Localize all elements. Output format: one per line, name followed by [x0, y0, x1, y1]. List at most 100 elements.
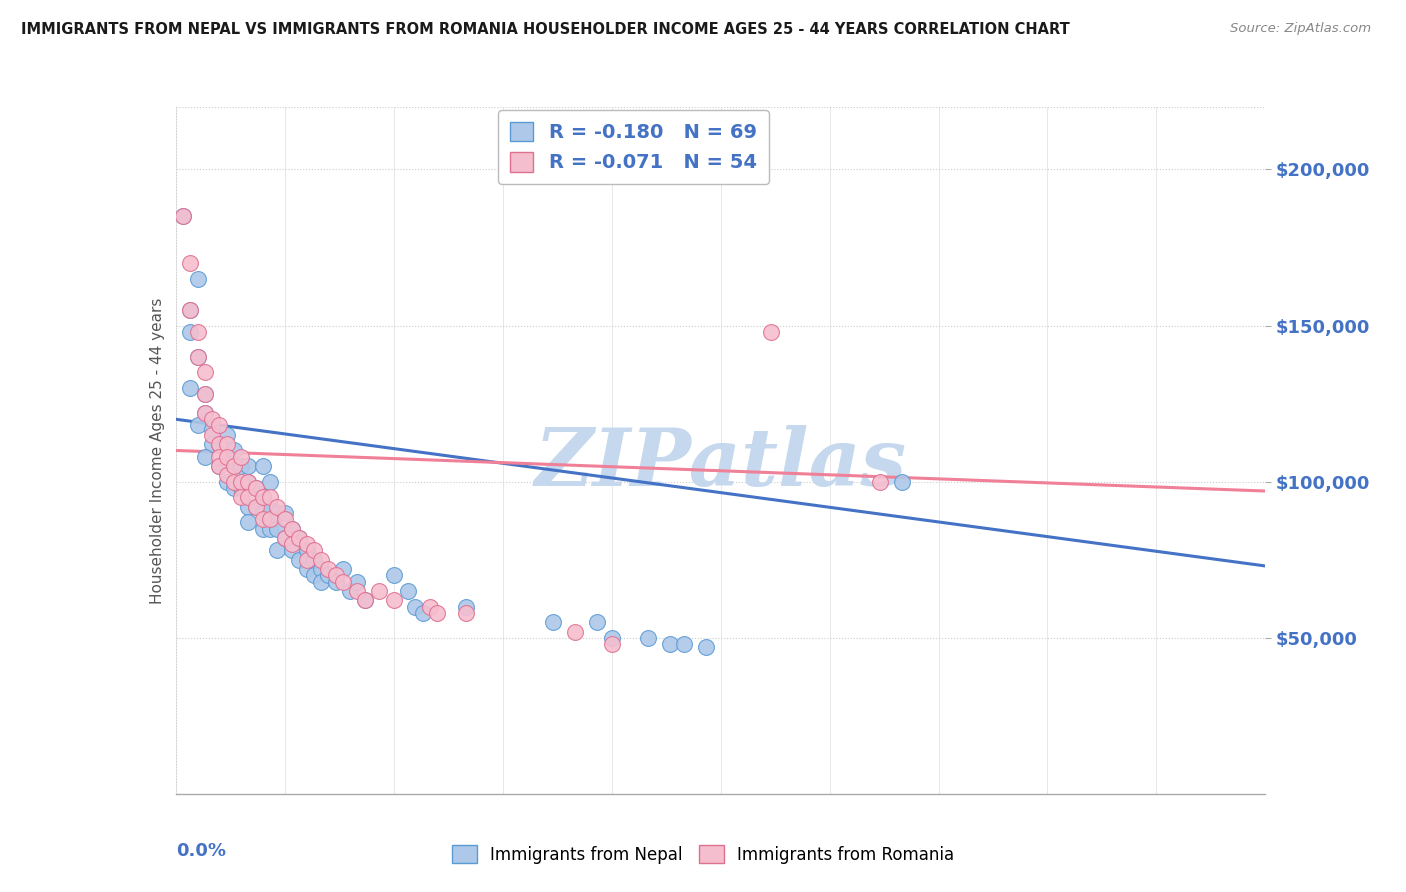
Point	[238, 500, 260, 514]
Point	[266, 521, 288, 535]
Point	[201, 422, 224, 436]
Point	[281, 521, 304, 535]
Point	[288, 531, 311, 545]
Point	[309, 574, 332, 589]
Point	[222, 443, 245, 458]
Point	[194, 406, 217, 420]
Point	[274, 531, 297, 545]
Point	[318, 568, 340, 582]
Point	[295, 562, 318, 576]
Point	[600, 637, 623, 651]
Point	[252, 506, 274, 520]
Point	[259, 521, 281, 535]
Point	[208, 458, 231, 473]
Legend: Immigrants from Nepal, Immigrants from Romania: Immigrants from Nepal, Immigrants from R…	[444, 838, 962, 871]
Point	[295, 543, 318, 558]
Point	[238, 475, 260, 489]
Point	[252, 512, 274, 526]
Point	[252, 490, 274, 504]
Point	[208, 450, 231, 464]
Point	[245, 481, 267, 495]
Point	[201, 427, 224, 442]
Point	[288, 552, 311, 567]
Point	[456, 599, 478, 614]
Point	[353, 593, 375, 607]
Point	[222, 481, 245, 495]
Point	[215, 437, 238, 451]
Point	[186, 350, 209, 364]
Point	[186, 350, 209, 364]
Point	[405, 599, 427, 614]
Point	[302, 568, 325, 582]
Point	[179, 303, 201, 318]
Point	[695, 640, 717, 655]
Point	[231, 481, 253, 495]
Point	[215, 475, 238, 489]
Point	[274, 512, 297, 526]
Point	[295, 552, 318, 567]
Point	[309, 562, 332, 576]
Point	[259, 475, 281, 489]
Point	[869, 475, 891, 489]
Point	[891, 475, 914, 489]
Point	[215, 450, 238, 464]
Point	[231, 475, 253, 489]
Point	[426, 606, 449, 620]
Point	[274, 531, 297, 545]
Y-axis label: Householder Income Ages 25 - 44 years: Householder Income Ages 25 - 44 years	[149, 297, 165, 604]
Point	[266, 543, 288, 558]
Point	[543, 615, 565, 630]
Point	[238, 458, 260, 473]
Point	[215, 450, 238, 464]
Legend: R = -0.180   N = 69, R = -0.071   N = 54: R = -0.180 N = 69, R = -0.071 N = 54	[498, 110, 769, 184]
Point	[658, 637, 681, 651]
Point	[564, 624, 586, 639]
Point	[318, 562, 340, 576]
Point	[194, 387, 217, 401]
Point	[194, 406, 217, 420]
Point	[252, 521, 274, 535]
Point	[172, 209, 194, 223]
Point	[396, 583, 419, 598]
Point	[201, 437, 224, 451]
Point	[281, 521, 304, 535]
Text: Source: ZipAtlas.com: Source: ZipAtlas.com	[1230, 22, 1371, 36]
Point	[179, 303, 201, 318]
Point	[339, 583, 361, 598]
Point	[325, 568, 347, 582]
Point	[412, 606, 434, 620]
Point	[259, 512, 281, 526]
Point	[274, 506, 297, 520]
Point	[302, 543, 325, 558]
Point	[179, 325, 201, 339]
Point	[222, 475, 245, 489]
Point	[215, 468, 238, 483]
Point	[186, 325, 209, 339]
Point	[353, 593, 375, 607]
Point	[194, 366, 217, 380]
Point	[252, 458, 274, 473]
Point	[295, 537, 318, 551]
Point	[761, 325, 783, 339]
Point	[368, 583, 391, 598]
Point	[456, 606, 478, 620]
Point	[186, 418, 209, 433]
Point	[586, 615, 609, 630]
Point	[382, 568, 405, 582]
Point	[245, 481, 267, 495]
Point	[208, 437, 231, 451]
Point	[637, 631, 659, 645]
Point	[194, 387, 217, 401]
Point	[259, 500, 281, 514]
Point	[266, 500, 288, 514]
Point	[281, 537, 304, 551]
Text: ZIPatlas: ZIPatlas	[534, 425, 907, 503]
Point	[382, 593, 405, 607]
Point	[179, 256, 201, 270]
Point	[252, 490, 274, 504]
Point	[346, 583, 368, 598]
Point	[208, 418, 231, 433]
Point	[245, 500, 267, 514]
Point	[231, 490, 253, 504]
Point	[238, 475, 260, 489]
